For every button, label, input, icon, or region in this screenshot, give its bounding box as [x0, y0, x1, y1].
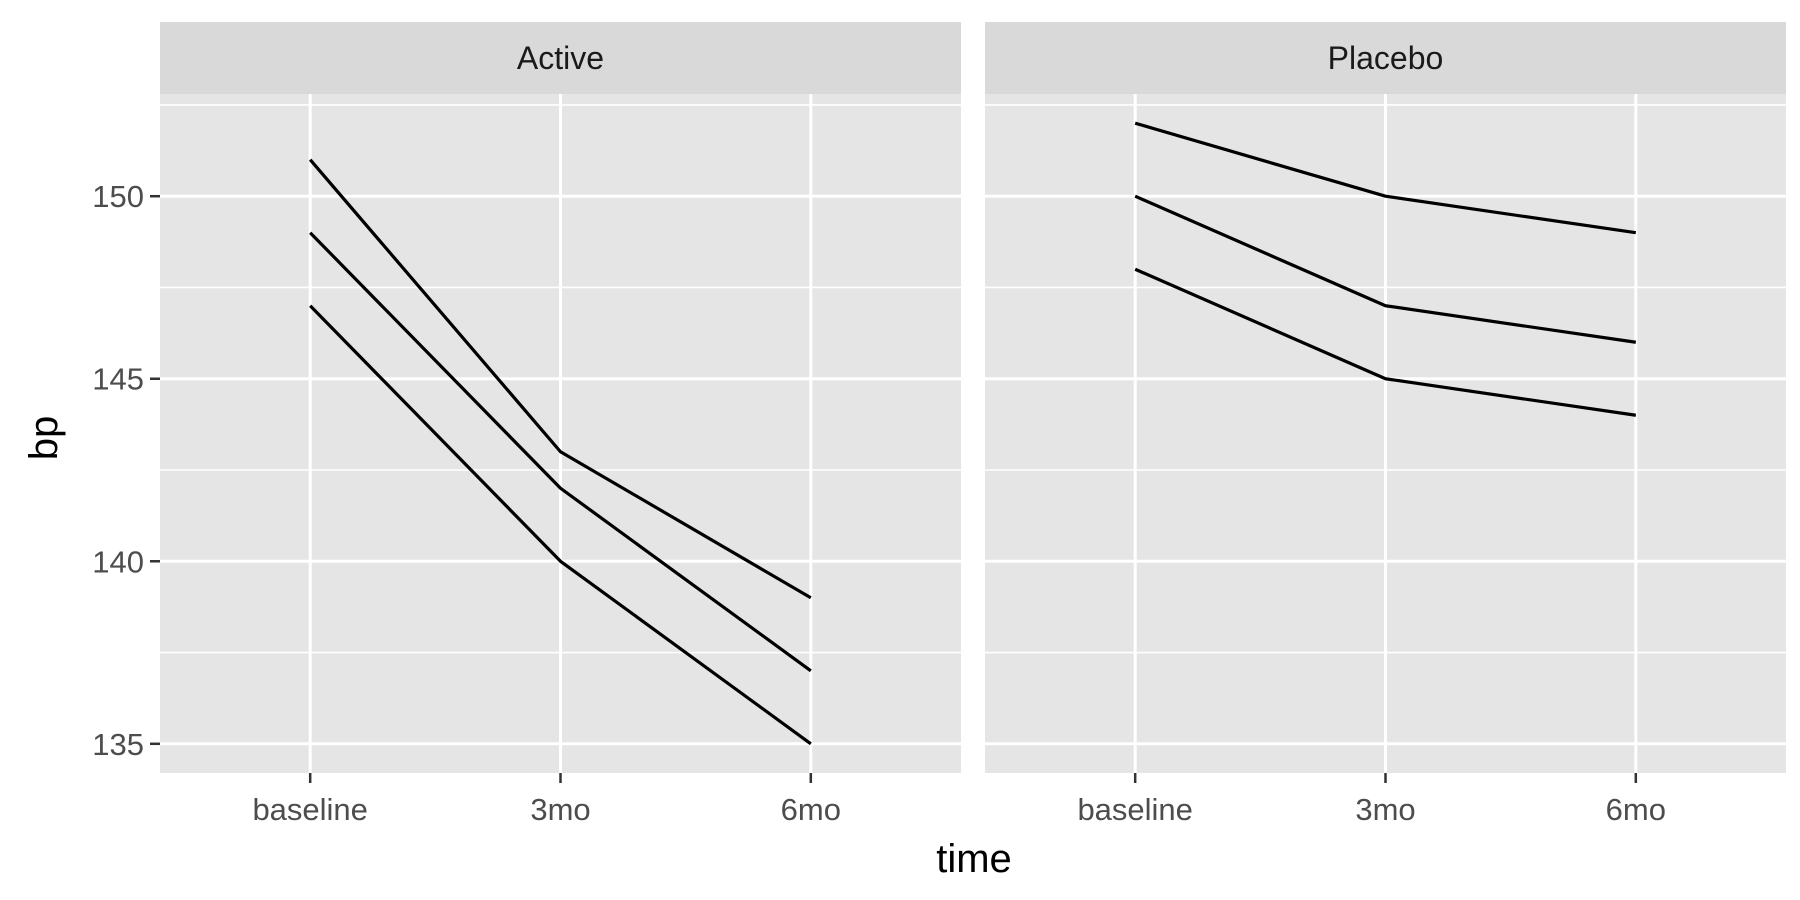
panel-placebo: Placebo [985, 22, 1786, 773]
series-line-1 [308, 158, 812, 600]
x-tick-label: 3mo [530, 792, 590, 827]
panels: Active Placebo [160, 22, 1786, 773]
x-tick-label: 6mo [781, 792, 841, 827]
y-tick-label: 150 [92, 179, 144, 214]
facet-strip-label: Placebo [1328, 40, 1444, 76]
x-tick-label: baseline [1077, 792, 1192, 827]
series-line-3 [1134, 267, 1637, 417]
series-line-2 [309, 231, 812, 673]
y-axis-title: bp [22, 416, 66, 461]
y-tick-label: 140 [92, 544, 144, 579]
y-tick-label: 145 [92, 362, 144, 397]
x-tick-label: 6mo [1606, 792, 1666, 827]
x-tick-label: baseline [252, 792, 367, 827]
x-axis: baseline 3mo 6mo baseline 3mo 6mo [252, 773, 1666, 827]
x-axis-title: time [936, 837, 1012, 881]
y-tick-label: 135 [92, 727, 144, 762]
facet-strip-label: Active [517, 40, 604, 76]
panel-active: Active [160, 22, 961, 773]
facet-strip [160, 22, 961, 94]
facet-strip [985, 22, 1786, 94]
series-line-1 [1134, 121, 1637, 235]
y-axis: 135 140 145 150 [92, 179, 160, 762]
x-tick-label: 3mo [1355, 792, 1415, 827]
series-line-2 [1134, 194, 1637, 344]
series-line-3 [309, 304, 812, 746]
